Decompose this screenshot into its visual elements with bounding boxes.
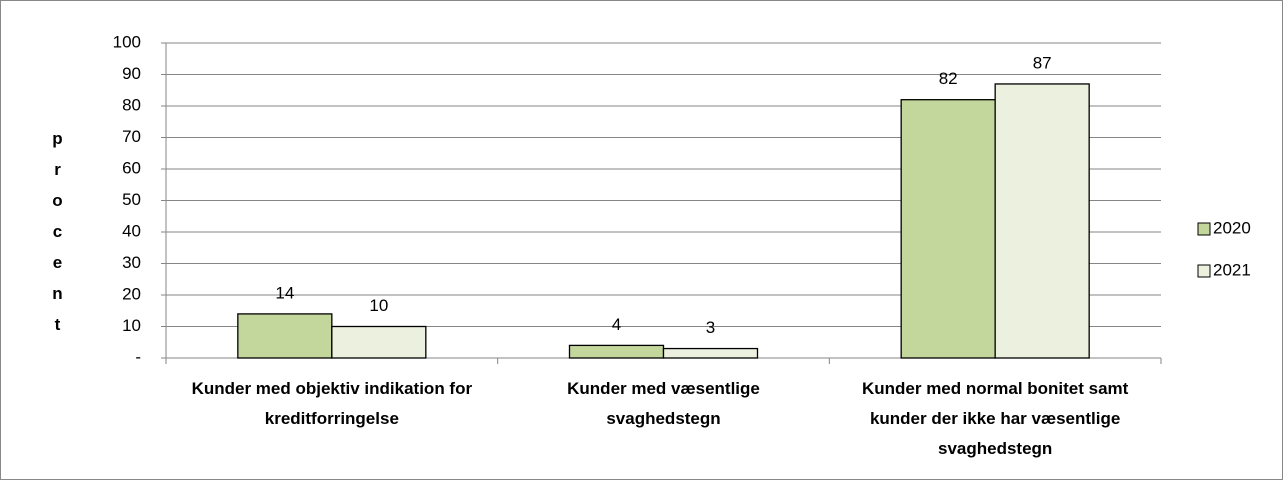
y-tick-label: 60 bbox=[122, 158, 141, 177]
legend-swatch bbox=[1197, 264, 1211, 278]
x-tick-label: Kunder med væsentlige svaghedstegn bbox=[567, 379, 760, 428]
x-tick-label: Kunder med objektiv indikation for kredi… bbox=[191, 379, 473, 428]
y-tick-label: 30 bbox=[122, 253, 141, 272]
x-tick-label: Kunder med normal bonitet samt kunder de… bbox=[861, 379, 1129, 458]
legend-label: 2020 bbox=[1213, 218, 1251, 237]
value-label: 87 bbox=[1033, 53, 1052, 72]
y-tick-label: 80 bbox=[122, 95, 141, 114]
y-tick-label: 10 bbox=[122, 316, 141, 335]
legend-label: 2021 bbox=[1213, 260, 1251, 279]
y-tick-label: 50 bbox=[122, 190, 141, 209]
value-label: 4 bbox=[612, 315, 621, 334]
bar bbox=[568, 344, 665, 359]
bar bbox=[900, 99, 996, 359]
bar bbox=[662, 347, 759, 359]
value-label: 14 bbox=[275, 283, 294, 302]
y-tick-label: 20 bbox=[122, 284, 141, 303]
y-tick-label: 40 bbox=[122, 221, 141, 240]
value-label: 10 bbox=[369, 296, 388, 315]
value-label: 82 bbox=[939, 69, 958, 88]
bar bbox=[331, 325, 427, 359]
legend-swatch bbox=[1197, 222, 1211, 236]
y-tick-label: 90 bbox=[122, 64, 141, 83]
y-tick-label: - bbox=[135, 347, 141, 366]
bar bbox=[994, 83, 1090, 359]
y-tick-label: 70 bbox=[122, 127, 141, 146]
y-axis-label: procent bbox=[48, 129, 67, 346]
y-tick-label: 100 bbox=[113, 32, 141, 51]
bar bbox=[237, 313, 333, 359]
value-label: 3 bbox=[706, 318, 715, 337]
